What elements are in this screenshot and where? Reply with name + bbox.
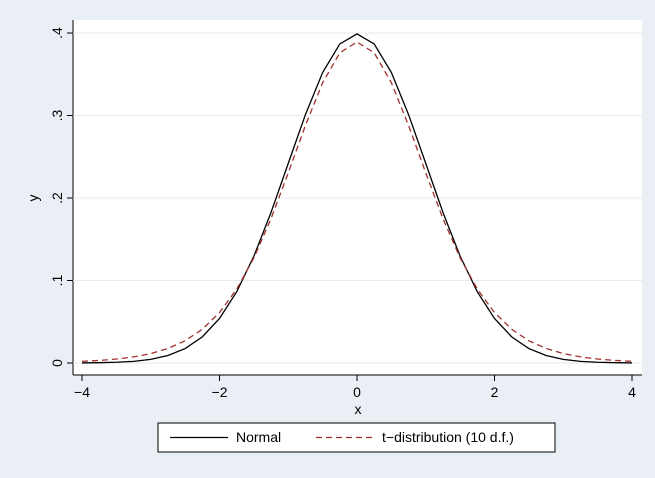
x-tick-label: −2	[212, 384, 228, 400]
line-series	[81, 33, 633, 364]
legend-label: t−distribution (10 d.f.)	[382, 429, 514, 445]
y-tick-label: 0	[49, 359, 65, 367]
line-series	[81, 41, 633, 362]
x-axis-title: x	[355, 401, 362, 417]
x-tick-label: 0	[353, 384, 361, 400]
y-tick-label: .2	[49, 192, 65, 204]
x-tick-label: 4	[628, 384, 636, 400]
x-tick-label: 2	[491, 384, 499, 400]
y-axis-title: y	[25, 195, 41, 202]
y-tick-label: .1	[49, 274, 65, 286]
y-tick-label: .3	[49, 109, 65, 121]
y-tick-label: .4	[49, 27, 65, 39]
x-tick-label: −4	[74, 384, 90, 400]
legend-label: Normal	[236, 429, 281, 445]
